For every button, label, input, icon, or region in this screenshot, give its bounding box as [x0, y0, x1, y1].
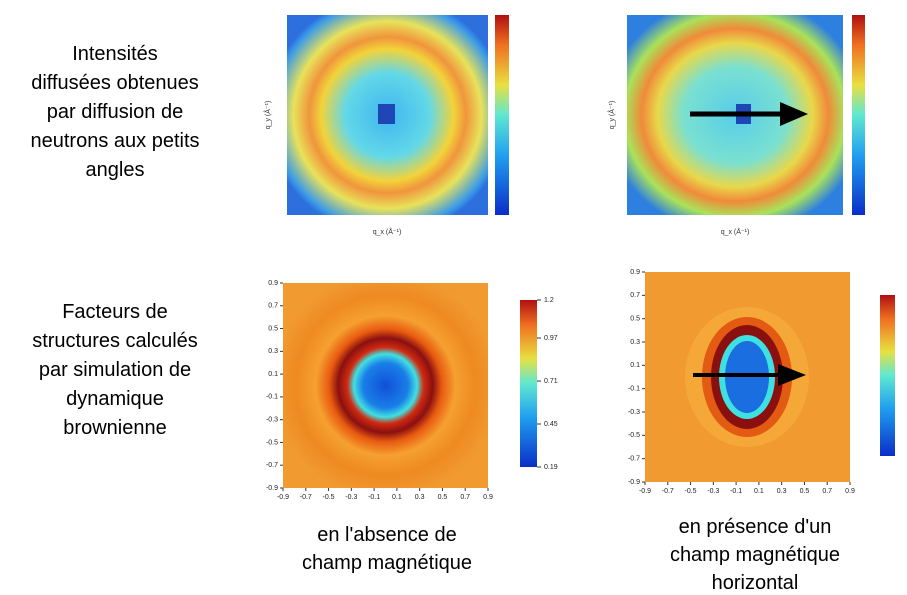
y-tick-label: -0.7 [266, 462, 278, 469]
y-tick-label: -0.1 [266, 394, 278, 401]
arrow-head [778, 364, 806, 386]
y-tick-label: 0.7 [268, 303, 278, 310]
colorbar [520, 300, 537, 467]
colorbar-tick-label: 1.2 [544, 297, 554, 304]
y-tick-label: -0.9 [266, 485, 278, 492]
y-tick-label: 0.9 [630, 269, 640, 276]
y-tick-label: 0.5 [268, 325, 278, 332]
colorbar-tick-label: 0.71 [544, 378, 558, 385]
y-tick-label: -0.3 [628, 409, 640, 416]
y-label: q_y (Å⁻¹) [263, 101, 272, 130]
x-tick-label: 0.5 [800, 488, 810, 495]
y-tick-label: -0.1 [628, 386, 640, 393]
x-label: q_x (Å⁻¹) [721, 227, 750, 236]
colorbar [852, 15, 865, 215]
x-tick-label: 0.9 [845, 488, 855, 495]
x-tick-label: -0.7 [300, 494, 312, 501]
y-tick-label: -0.3 [266, 417, 278, 424]
y-tick-label: 0.5 [630, 316, 640, 323]
x-tick-label: 0.9 [483, 494, 493, 501]
x-tick-label: -0.3 [345, 494, 357, 501]
caption: en présence d'un [679, 516, 832, 538]
colorbar [880, 295, 895, 456]
y-tick-label: 0.7 [630, 292, 640, 299]
x-tick-label: -0.7 [662, 488, 674, 495]
beamstop [378, 104, 395, 124]
row-label: dynamique [66, 388, 164, 410]
colorbar-tick-label: 0.19 [544, 464, 558, 471]
colorbar-tick-label: 0.97 [544, 335, 558, 342]
caption: champ magnétique [670, 544, 840, 566]
y-tick-label: 0.3 [268, 348, 278, 355]
row-label: par diffusion de [47, 101, 183, 123]
x-tick-label: -0.1 [730, 488, 742, 495]
colorbar-tick-label: 0.45 [544, 421, 558, 428]
y-tick-label: -0.5 [628, 432, 640, 439]
x-tick-label: 0.1 [754, 488, 764, 495]
row-label: neutrons aux petits [31, 130, 200, 152]
y-tick-label: 0.1 [630, 362, 640, 369]
row-label: angles [86, 159, 145, 181]
y-tick-label: 0.3 [630, 339, 640, 346]
x-label: q_x (Å⁻¹) [373, 227, 402, 236]
x-tick-label: -0.3 [707, 488, 719, 495]
row-label: diffusées obtenues [31, 72, 199, 94]
heatmap [645, 272, 850, 482]
colorbar [495, 15, 509, 215]
row-label: Facteurs de [62, 301, 168, 323]
y-label: q_y (Å⁻¹) [607, 101, 616, 130]
y-tick-label: -0.5 [266, 439, 278, 446]
row-label: structures calculés [32, 330, 198, 352]
arrow-head [780, 102, 808, 126]
y-tick-label: 0.9 [268, 280, 278, 287]
row-label: brownienne [63, 417, 166, 439]
y-tick-label: -0.9 [628, 479, 640, 486]
x-tick-label: -0.9 [639, 488, 651, 495]
x-tick-label: 0.3 [777, 488, 787, 495]
row-label: Intensités [72, 43, 158, 65]
caption: champ magnétique [302, 552, 472, 574]
x-tick-label: 0.5 [438, 494, 448, 501]
caption: horizontal [712, 572, 799, 594]
x-tick-label: -0.5 [323, 494, 335, 501]
x-tick-label: 0.7 [822, 488, 832, 495]
x-tick-label: -0.5 [685, 488, 697, 495]
x-tick-label: -0.9 [277, 494, 289, 501]
y-tick-label: -0.7 [628, 456, 640, 463]
caption: en l'absence de [317, 524, 456, 546]
row-label: par simulation de [39, 359, 191, 381]
x-tick-label: 0.1 [392, 494, 402, 501]
x-tick-label: 0.7 [460, 494, 470, 501]
saxs-panel: q_x (Å⁻¹) q_y (Å⁻¹) [263, 15, 509, 236]
heatmap [283, 283, 488, 488]
x-tick-label: 0.3 [415, 494, 425, 501]
y-tick-label: 0.1 [268, 371, 278, 378]
x-tick-label: -0.1 [368, 494, 380, 501]
saxs-panel: q_x (Å⁻¹) q_y (Å⁻¹) [607, 15, 865, 236]
